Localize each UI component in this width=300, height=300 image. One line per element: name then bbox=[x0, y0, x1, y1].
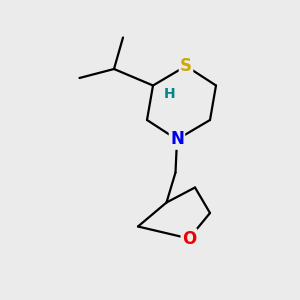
Text: O: O bbox=[182, 230, 196, 247]
Text: H: H bbox=[164, 88, 175, 101]
Text: S: S bbox=[180, 57, 192, 75]
Text: N: N bbox=[170, 130, 184, 148]
